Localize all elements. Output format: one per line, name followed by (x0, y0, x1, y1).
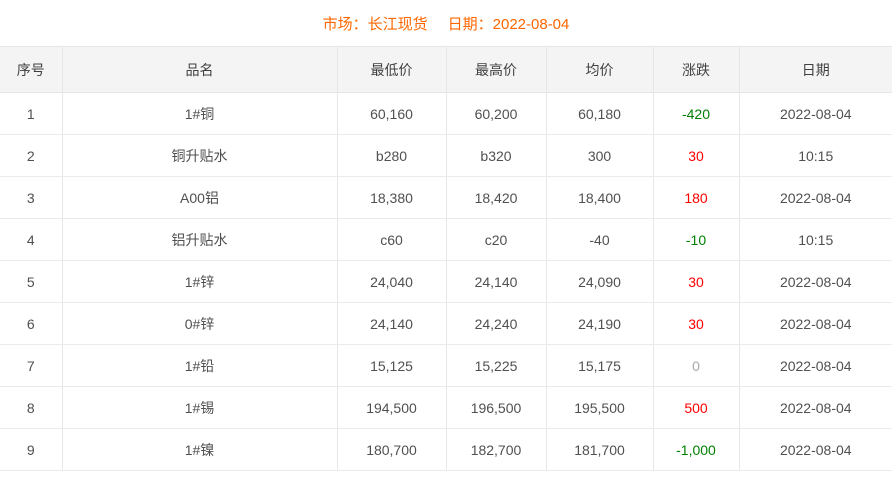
avg-cell: 15,175 (545, 344, 653, 387)
seq-cell: 8 (0, 386, 62, 429)
name-cell: 1#锡 (61, 386, 337, 429)
table-row: 6 0#锌 24,140 24,240 24,190 30 2022-08-04 (0, 302, 892, 345)
avg-cell: 18,400 (545, 176, 653, 219)
page-title: 市场：长江现货 日期：2022-08-04 (0, 0, 892, 46)
column-header-1: 品名 (61, 46, 337, 93)
date-cell: 2022-08-04 (738, 344, 892, 387)
seq-cell: 1 (0, 92, 62, 135)
date-cell: 2022-08-04 (738, 386, 892, 429)
date-cell: 10:15 (738, 218, 892, 261)
change-cell: 500 (652, 386, 739, 429)
high-cell: c20 (445, 218, 546, 261)
name-cell: 铜升贴水 (61, 134, 337, 177)
seq-cell: 2 (0, 134, 62, 177)
change-cell: -420 (652, 92, 739, 135)
avg-cell: 24,190 (545, 302, 653, 345)
table-row: 1 1#铜 60,160 60,200 60,180 -420 2022-08-… (0, 92, 892, 135)
table-row: 9 1#镍 180,700 182,700 181,700 -1,000 202… (0, 428, 892, 471)
high-cell: 182,700 (445, 428, 546, 471)
low-cell: c60 (336, 218, 446, 261)
name-cell: 1#铜 (61, 92, 337, 135)
column-header-0: 序号 (0, 46, 62, 93)
seq-cell: 3 (0, 176, 62, 219)
low-cell: 60,160 (336, 92, 446, 135)
avg-cell: 195,500 (545, 386, 653, 429)
price-table: 序号 品名 最低价 最高价 均价 涨跌 日期 1 1#铜 60,160 60,200 60,… (0, 46, 892, 471)
seq-cell: 9 (0, 428, 62, 471)
seq-cell: 7 (0, 344, 62, 387)
avg-cell: -40 (545, 218, 653, 261)
avg-cell: 24,090 (545, 260, 653, 303)
change-cell: -10 (652, 218, 739, 261)
high-cell: 24,140 (445, 260, 546, 303)
table-header: 序号 品名 最低价 最高价 均价 涨跌 日期 (0, 46, 892, 93)
change-cell: 30 (652, 134, 739, 177)
seq-cell: 4 (0, 218, 62, 261)
table-body: 1 1#铜 60,160 60,200 60,180 -420 2022-08-… (0, 92, 892, 471)
name-cell: 1#锌 (61, 260, 337, 303)
change-cell: 180 (652, 176, 739, 219)
date-cell: 10:15 (738, 134, 892, 177)
column-header-3: 最高价 (445, 46, 546, 93)
table-row: 8 1#锡 194,500 196,500 195,500 500 2022-0… (0, 386, 892, 429)
change-cell: 30 (652, 260, 739, 303)
name-cell: 1#镍 (61, 428, 337, 471)
high-cell: b320 (445, 134, 546, 177)
low-cell: 180,700 (336, 428, 446, 471)
avg-cell: 300 (545, 134, 653, 177)
market-label: 市场：长江现货 (322, 15, 428, 33)
name-cell: 铝升贴水 (61, 218, 337, 261)
table-row: 7 1#铅 15,125 15,225 15,175 0 2022-08-04 (0, 344, 892, 387)
table-row: 2 铜升贴水 b280 b320 300 30 10:15 (0, 134, 892, 177)
table-row: 5 1#锌 24,040 24,140 24,090 30 2022-08-04 (0, 260, 892, 303)
change-cell: -1,000 (652, 428, 739, 471)
date-cell: 2022-08-04 (738, 92, 892, 135)
high-cell: 24,240 (445, 302, 546, 345)
high-cell: 15,225 (445, 344, 546, 387)
avg-cell: 60,180 (545, 92, 653, 135)
date-cell: 2022-08-04 (738, 260, 892, 303)
table-row: 3 A00铝 18,380 18,420 18,400 180 2022-08-… (0, 176, 892, 219)
low-cell: 194,500 (336, 386, 446, 429)
low-cell: 24,040 (336, 260, 446, 303)
column-header-6: 日期 (738, 46, 892, 93)
date-cell: 2022-08-04 (738, 428, 892, 471)
low-cell: 18,380 (336, 176, 446, 219)
table-row: 4 铝升贴水 c60 c20 -40 -10 10:15 (0, 218, 892, 261)
column-header-4: 均价 (545, 46, 653, 93)
low-cell: 24,140 (336, 302, 446, 345)
low-cell: b280 (336, 134, 446, 177)
header-row: 序号 品名 最低价 最高价 均价 涨跌 日期 (0, 46, 892, 93)
date-cell: 2022-08-04 (738, 176, 892, 219)
low-cell: 15,125 (336, 344, 446, 387)
change-cell: 30 (652, 302, 739, 345)
date-cell: 2022-08-04 (738, 302, 892, 345)
high-cell: 60,200 (445, 92, 546, 135)
seq-cell: 6 (0, 302, 62, 345)
high-cell: 18,420 (445, 176, 546, 219)
seq-cell: 5 (0, 260, 62, 303)
name-cell: A00铝 (61, 176, 337, 219)
name-cell: 1#铅 (61, 344, 337, 387)
avg-cell: 181,700 (545, 428, 653, 471)
column-header-5: 涨跌 (652, 46, 739, 93)
high-cell: 196,500 (445, 386, 546, 429)
column-header-2: 最低价 (336, 46, 446, 93)
date-label: 日期：2022-08-04 (447, 15, 570, 33)
name-cell: 0#锌 (61, 302, 337, 345)
change-cell: 0 (652, 344, 739, 387)
